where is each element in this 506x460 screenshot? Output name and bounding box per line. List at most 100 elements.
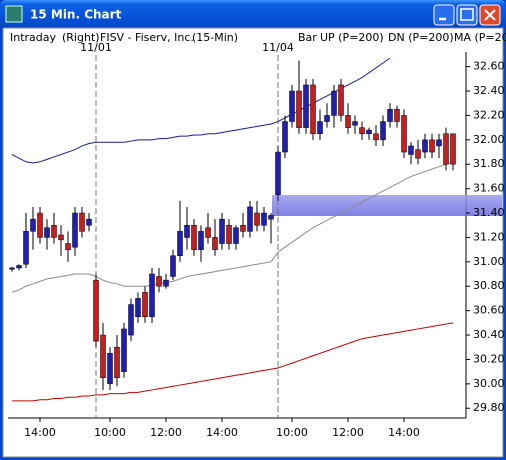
candle-body: [212, 237, 218, 250]
candle-body: [247, 206, 253, 232]
candle-body: [380, 121, 386, 141]
y-tick-label: 30.80: [473, 279, 505, 292]
candle-body: [72, 212, 78, 248]
session-label: 11/04: [262, 41, 294, 54]
candle-body: [23, 231, 29, 265]
candle-body: [114, 346, 120, 378]
candle-body: [373, 133, 379, 141]
candle-body: [345, 115, 351, 128]
y-tick-label: 31.40: [473, 206, 505, 219]
candle-body: [282, 121, 288, 153]
candle-body: [205, 227, 211, 238]
candle-body: [79, 212, 85, 232]
minimize-button[interactable]: [433, 4, 455, 26]
candle-body: [422, 139, 428, 153]
y-tick-label: 32.00: [473, 133, 505, 146]
candle-body: [51, 224, 57, 238]
indicator-line: [11, 161, 454, 293]
legend-entry: DN (P=200): [388, 31, 454, 44]
candle-body: [156, 276, 162, 287]
y-tick-label: 29.80: [473, 401, 505, 414]
candle-body: [254, 212, 260, 226]
candle-body: [296, 90, 302, 128]
legend-entry: MA (P=20: [454, 31, 506, 44]
candle-body: [163, 279, 169, 287]
y-tick-label: 30.00: [473, 377, 505, 390]
header-text: Intraday: [10, 31, 57, 44]
candle-body: [331, 90, 337, 116]
candle-body: [338, 84, 344, 116]
candle-body: [44, 227, 50, 238]
candle-body: [268, 215, 274, 220]
y-tick-label: 31.80: [473, 157, 505, 170]
candle-body: [387, 109, 393, 122]
candle-body: [226, 224, 232, 244]
candle-body: [429, 139, 435, 153]
candle-body: [401, 115, 407, 153]
indicator-line: [11, 57, 391, 164]
candle-body: [128, 304, 134, 336]
candle-body: [240, 224, 246, 232]
y-tick-label: 32.40: [473, 84, 505, 97]
candle-body: [233, 227, 239, 244]
candle-body: [121, 328, 127, 372]
candle-body: [184, 224, 190, 238]
candle-body: [16, 265, 22, 269]
x-tick-label: 14:00: [388, 426, 420, 439]
candle-body: [303, 84, 309, 128]
candle-body: [149, 273, 155, 317]
header-text: (15-Min): [192, 31, 238, 44]
title-bar[interactable]: [0, 0, 506, 28]
candle-body: [394, 109, 400, 122]
candle-body: [191, 224, 197, 250]
window-title: 15 Min. Chart: [30, 8, 122, 22]
candle-body: [37, 212, 43, 238]
candle-body: [436, 139, 442, 147]
candle-body: [261, 212, 267, 226]
candle-body: [352, 121, 358, 126]
candle-body: [65, 243, 71, 250]
selection-band[interactable]: [272, 195, 502, 216]
y-tick-label: 31.00: [473, 255, 505, 268]
y-tick-label: 31.60: [473, 182, 505, 195]
candle-body: [310, 84, 316, 134]
y-tick-label: 30.20: [473, 352, 505, 365]
maximize-button[interactable]: [456, 4, 478, 26]
x-tick-label: 12:00: [150, 426, 182, 439]
app-icon: [5, 5, 23, 23]
y-tick-label: 30.60: [473, 304, 505, 317]
candle-body: [177, 231, 183, 256]
candle-body: [30, 218, 36, 232]
session-label: 11/01: [80, 41, 112, 54]
y-tick-label: 31.20: [473, 230, 505, 243]
x-tick-label: 12:00: [332, 426, 364, 439]
candle-body: [443, 133, 449, 165]
y-tick-label: 32.20: [473, 108, 505, 121]
x-tick-label: 14:00: [24, 426, 56, 439]
candle-body: [366, 129, 372, 134]
y-tick-label: 32.60: [473, 60, 505, 73]
candle-body: [9, 267, 15, 270]
chart-area: [2, 27, 504, 458]
candle-body: [142, 292, 148, 317]
candle-body: [93, 279, 99, 342]
x-tick-label: 14:00: [206, 426, 238, 439]
candle-body: [198, 231, 204, 250]
candle-body: [289, 90, 295, 122]
candle-body: [58, 234, 64, 241]
header-text: FISV - Fiserv, Inc.: [100, 31, 194, 44]
candle-body: [324, 115, 330, 122]
candle-body: [86, 218, 92, 226]
header-text: Bar: [298, 31, 317, 44]
candle-body: [450, 133, 456, 165]
x-tick-label: 10:00: [94, 426, 126, 439]
close-glyph: [484, 9, 496, 21]
candle-body: [415, 149, 421, 159]
candle-body: [275, 151, 281, 195]
candle-body: [359, 127, 365, 134]
header-text: (Right): [62, 31, 100, 44]
y-tick-label: 30.40: [473, 328, 505, 341]
maximize-glyph: [460, 8, 474, 21]
